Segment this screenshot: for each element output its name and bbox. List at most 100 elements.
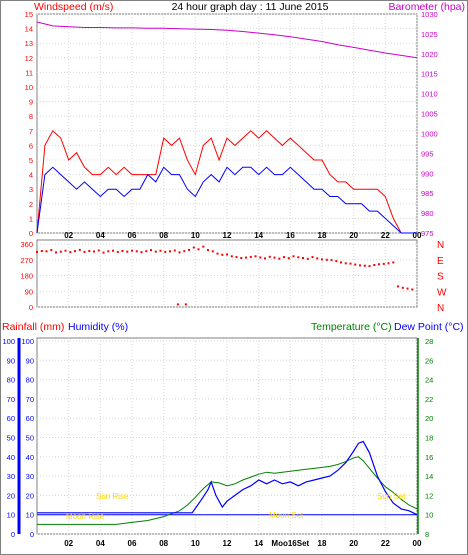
y-tick-label: 990 [421,169,434,178]
x-tick-label: 04 [96,539,105,548]
direction-point [40,250,43,252]
direction-point [173,249,176,252]
direction-point [401,286,404,289]
direction-point [131,249,133,252]
direction-point [216,252,219,255]
y-tick-label: 80 [26,376,34,385]
direction-point [249,255,252,258]
x-tick-label: Moo16Set [271,539,309,548]
direction-point [240,257,243,259]
windspeed-line [36,129,417,234]
direction-point [97,249,100,252]
direction-point [159,249,162,252]
average-windspeed-line [36,166,417,234]
dewpoint-axis-title: Dew Point (°C) [394,321,464,333]
direction-point [112,249,114,252]
compass-label: N [437,303,444,314]
y-tick-label: 985 [421,189,434,198]
direction-point [411,288,414,291]
x-tick-label: 06 [128,539,137,548]
direction-point [93,250,95,253]
compass-label: E [437,256,444,267]
compass-label: W [437,287,447,298]
direction-gridlines [37,243,418,308]
y-tick-label: 26 [425,356,433,365]
temperature-x-ticks: 02 04 06 08 10 12 14 Moo16Set 18 20 22 00 [64,539,422,548]
y-tick-label: 1005 [421,110,438,119]
direction-point [259,256,262,259]
direction-point [340,261,342,264]
barometer-ticks: 975 980 985 990 995 1000 1005 1010 1015 1020 1025 1… [421,10,438,238]
y-tick-label: 14 [25,25,33,34]
x-tick-label: 22 [381,231,390,240]
y-tick-label: 28 [425,337,433,346]
direction-point [83,250,86,253]
rainfall-ticks: 0 10 20 30 40 50 60 70 80 90 100 [2,337,15,539]
direction-point [392,261,395,264]
y-tick-label: 1010 [421,90,438,99]
x-tick-label: 18 [318,231,327,240]
y-tick-label: 0 [30,530,34,539]
y-tick-label: 60 [26,414,34,423]
humidity-axis-title: Humidity (%) [68,321,128,333]
y-tick-label: 100 [2,337,15,346]
y-tick-label: 1015 [421,70,438,79]
y-tick-label: 0 [29,229,33,238]
direction-point [197,248,200,251]
temperature-line [37,456,418,525]
humidity-line [37,440,418,516]
direction-point [382,262,385,265]
direction-point [169,250,171,253]
y-tick-label: 50 [7,434,15,443]
compass-label: S [437,272,444,283]
direction-point [349,262,352,265]
y-tick-label: 10 [7,511,15,520]
direction-point [264,257,266,260]
x-tick-label: 04 [96,231,105,240]
direction-point [88,250,91,252]
y-tick-label: 1 [29,214,33,223]
direction-point [183,250,186,253]
x-tick-label: 08 [159,231,168,240]
y-tick-label: 3 [29,185,33,194]
direction-point [273,256,276,259]
direction-point [406,287,409,290]
direction-point [207,249,209,252]
direction-point [278,257,281,260]
direction-point [50,249,53,252]
y-tick-label: 1025 [421,30,438,39]
direction-point [140,251,143,254]
y-tick-label: 270 [20,256,33,265]
y-tick-label: 40 [7,453,15,462]
temperature-axis-title: Temperature (°C) [311,321,392,333]
direction-point [184,303,187,306]
direction-point [268,255,271,258]
y-tick-label: 30 [26,472,34,481]
y-tick-label: 90 [26,356,34,365]
x-tick-label: 18 [318,539,327,548]
y-tick-label: 1030 [421,10,438,19]
rainfall-axis-title: Rainfall (mm) [2,321,64,333]
y-tick-label: 995 [421,149,434,158]
direction-point [78,248,81,251]
x-tick-label: 16 [286,231,295,240]
x-tick-label: 14 [254,539,263,548]
direction-point [368,265,371,268]
direction-point [116,250,119,253]
x-tick-label: 12 [223,231,232,240]
y-tick-label: 80 [7,376,15,385]
y-tick-label: 10 [26,511,34,520]
direction-point [55,251,57,254]
direction-point [330,259,333,262]
x-tick-label: 20 [349,539,358,548]
windspeed-axis-title: Windspeed (m/s) [34,1,113,13]
direction-point [354,263,357,266]
direction-point [107,250,110,253]
y-tick-label: 7 [29,127,33,136]
direction-point [221,253,224,256]
